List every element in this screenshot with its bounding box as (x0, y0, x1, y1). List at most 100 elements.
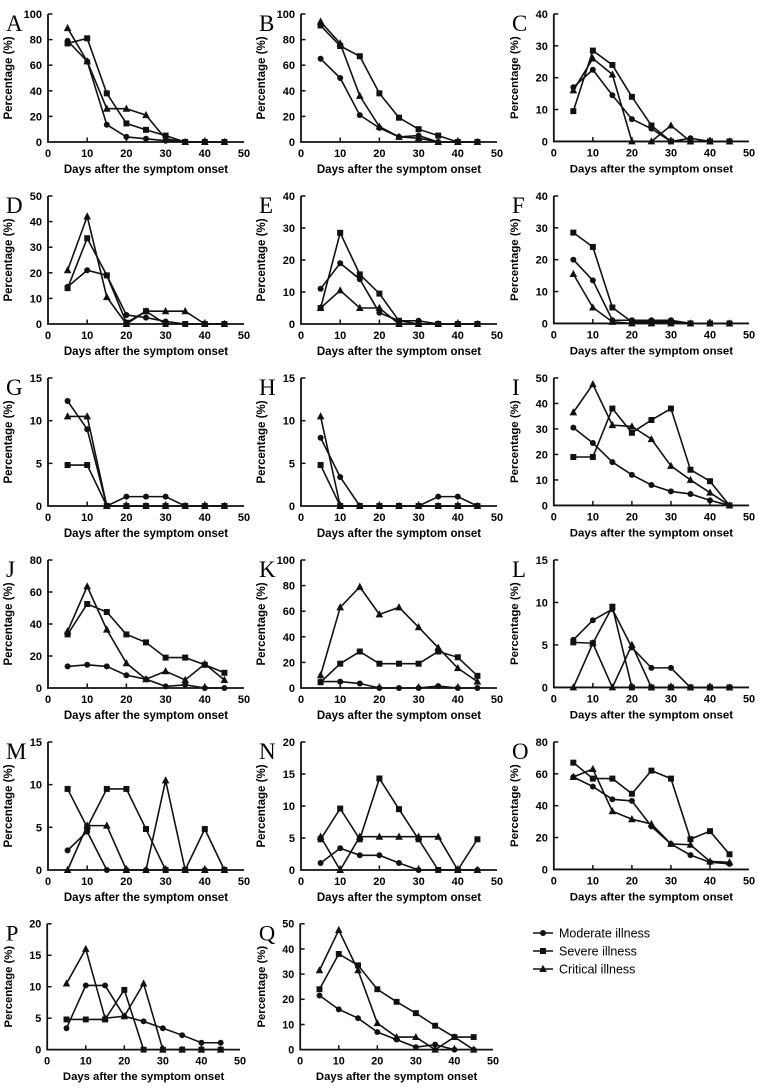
triangle-marker (473, 501, 482, 509)
triangle-marker (589, 764, 597, 773)
triangle-marker (414, 133, 423, 142)
x-tick-label: 20 (373, 512, 385, 524)
y-tick-label: 15 (30, 737, 42, 749)
series-line-circle (67, 40, 225, 143)
triangle-marker (608, 420, 617, 429)
series-line-triangle (319, 585, 478, 683)
square-marker (374, 986, 381, 993)
square-marker (609, 775, 616, 782)
axes (47, 378, 244, 507)
y-tick-label: 20 (536, 73, 548, 85)
panel-letter: O (512, 739, 529, 764)
x-tick-label: 20 (626, 329, 638, 341)
square-marker (64, 285, 71, 292)
series-line-circle (65, 984, 221, 1044)
x-tick-label: 10 (81, 694, 93, 706)
triangle-marker (414, 623, 423, 631)
triangle-marker (725, 683, 734, 691)
square-marker (393, 998, 400, 1005)
circle-marker (337, 75, 344, 81)
square-marker (707, 478, 713, 485)
circle-marker (316, 992, 323, 999)
square-marker (356, 271, 363, 278)
series-line-circle (320, 58, 478, 143)
x-tick-label: 0 (298, 148, 304, 160)
triangle-marker (101, 1014, 109, 1022)
x-tick-label: 10 (81, 148, 93, 160)
y-tick-label: 15 (283, 373, 295, 385)
triangle-marker (725, 319, 734, 327)
x-tick-label: 30 (665, 875, 677, 887)
y-tick-label: 10 (30, 416, 42, 428)
series-line-triangle (318, 928, 475, 1051)
axes (299, 923, 493, 1051)
y-axis-title: Percentage (%) (256, 218, 268, 301)
axes (552, 741, 750, 871)
triangle-marker (686, 840, 695, 848)
y-axis-title: Percentage (%) (509, 582, 521, 665)
series-line-square (319, 464, 478, 507)
y-axis-title: Percentage (%) (256, 946, 268, 1028)
square-marker (64, 462, 71, 469)
x-tick-label: 30 (412, 512, 424, 524)
y-tick-label: 0 (36, 865, 42, 877)
square-marker (337, 229, 344, 236)
x-tick-label: 0 (45, 876, 51, 888)
x-tick-label: 30 (665, 147, 677, 159)
square-marker (570, 759, 577, 766)
triangle-marker (63, 266, 72, 274)
circle-marker (179, 1032, 186, 1039)
square-marker (337, 805, 344, 812)
triangle-marker (628, 137, 636, 145)
axes (552, 195, 750, 325)
x-tick-label: 30 (412, 148, 424, 160)
y-tick-label: 20 (30, 268, 42, 280)
x-tick-label: 10 (80, 1055, 92, 1067)
square-marker (376, 660, 383, 667)
series-line-circle (572, 608, 730, 689)
y-axis-title: Percentage (%) (509, 218, 521, 301)
x-axis-title: Days after the symptom onset (316, 1071, 478, 1083)
x-tick-label: 50 (238, 330, 250, 342)
circle-marker (609, 459, 616, 466)
circle-marker (337, 845, 344, 852)
triangle-marker (473, 865, 482, 873)
y-tick-label: 60 (283, 606, 295, 618)
x-axis-title: Days after the symptom onset (64, 892, 228, 904)
x-tick-label: 0 (551, 875, 557, 887)
panel-letter: D (6, 193, 23, 218)
circle-marker (143, 314, 149, 321)
triangle-marker (220, 865, 229, 873)
triangle-marker (201, 137, 209, 145)
y-tick-label: 80 (283, 35, 295, 47)
y-axis-title: Percentage (%) (256, 36, 268, 119)
x-tick-label: 20 (626, 147, 638, 159)
x-tick-label: 10 (587, 875, 599, 887)
triangle-marker (201, 319, 209, 327)
x-tick-label: 0 (45, 694, 51, 706)
x-tick-label: 20 (626, 693, 638, 705)
y-tick-label: 20 (30, 651, 42, 663)
x-tick-label: 10 (81, 512, 93, 524)
x-tick-label: 50 (491, 148, 503, 160)
x-tick-label: 20 (371, 1055, 383, 1067)
y-tick-label: 10 (30, 293, 42, 305)
x-tick-label: 0 (298, 694, 304, 706)
square-marker (376, 290, 383, 297)
square-marker (103, 785, 110, 792)
triangle-marker (103, 292, 111, 301)
triangle-marker (628, 640, 636, 648)
square-marker (570, 229, 577, 236)
y-tick-label: 20 (536, 833, 548, 845)
circle-marker (162, 683, 169, 690)
circle-marker (217, 1039, 224, 1046)
triangle-marker (316, 671, 325, 679)
square-marker (84, 601, 91, 607)
x-tick-label: 50 (238, 512, 250, 524)
axes (47, 560, 244, 689)
triangle-marker (161, 776, 170, 784)
triangle-marker (159, 1045, 167, 1053)
square-marker (143, 826, 149, 833)
x-tick-label: 20 (373, 148, 385, 160)
y-tick-label: 20 (30, 111, 42, 123)
